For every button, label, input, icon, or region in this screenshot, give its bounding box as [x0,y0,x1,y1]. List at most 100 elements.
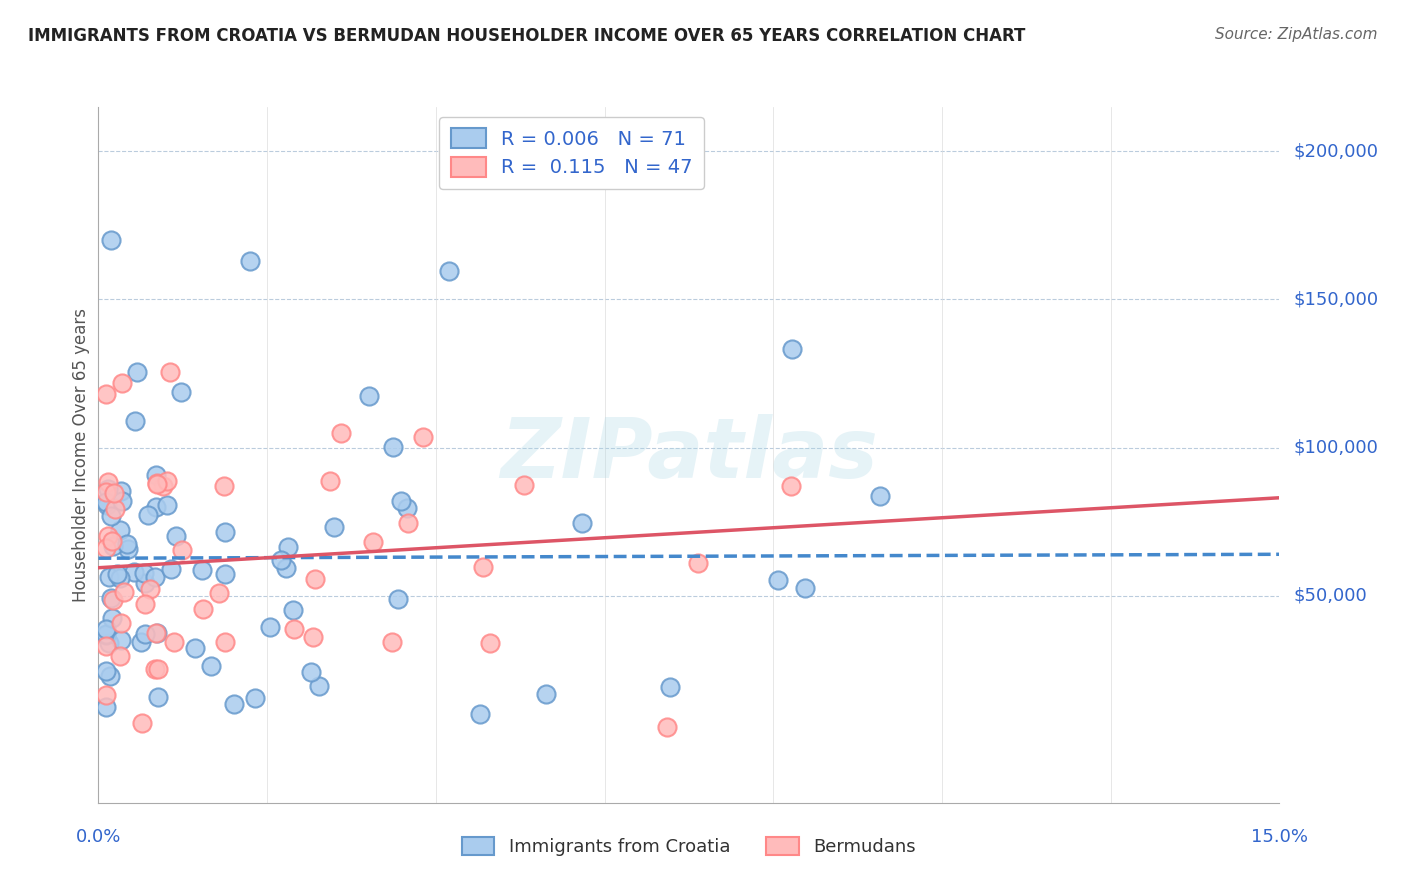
Point [124,414,146,428]
Point [165,529,187,543]
Point [184,640,207,655]
Point [208,586,231,600]
Point [148,662,170,676]
Point [143,570,166,584]
Point [163,635,186,649]
Point [97,482,120,496]
Legend: Immigrants from Croatia, Bermudans: Immigrants from Croatia, Bermudans [454,830,924,863]
Point [387,591,409,606]
Text: IMMIGRANTS FROM CROATIA VS BERMUDAN HOUSEHOLDER INCOME OVER 65 YEARS CORRELATION: IMMIGRANTS FROM CROATIA VS BERMUDAN HOUS… [28,27,1025,45]
Text: $150,000: $150,000 [1294,291,1378,309]
Point [359,389,381,403]
Point [96,627,118,641]
Point [97,529,120,543]
Point [110,633,132,648]
Point [200,659,222,673]
Point [115,536,138,550]
Point [302,630,325,644]
Point [319,474,342,488]
Point [145,625,167,640]
Point [96,665,118,679]
Point [270,553,292,567]
Point [277,540,299,554]
Point [472,559,495,574]
Text: $50,000: $50,000 [1294,587,1367,605]
Point [281,602,304,616]
Point [381,440,404,454]
Text: ZIPatlas: ZIPatlas [501,415,877,495]
Point [100,509,122,524]
Point [152,479,174,493]
Point [96,387,118,401]
Text: $100,000: $100,000 [1294,439,1378,457]
Point [396,500,419,515]
Point [222,697,245,711]
Point [145,500,167,514]
Point [98,669,121,683]
Point [274,561,297,575]
Point [98,635,121,649]
Point [170,543,193,558]
Point [103,485,125,500]
Point [131,716,153,731]
Point [112,585,135,599]
Point [323,519,346,533]
Point [98,570,121,584]
Point [111,376,134,390]
Point [239,253,262,268]
Point [686,556,709,570]
Point [131,635,153,649]
Point [104,501,127,516]
Point [110,484,132,499]
Point [96,495,118,509]
Point [145,476,167,491]
Point [361,535,384,549]
Point [111,494,134,508]
Text: 15.0%: 15.0% [1251,828,1308,846]
Point [108,649,131,664]
Point [396,516,419,530]
Text: $200,000: $200,000 [1294,143,1378,161]
Point [212,479,235,493]
Point [381,635,404,649]
Point [780,479,803,493]
Point [468,706,491,721]
Point [145,468,167,483]
Point [793,581,815,595]
Point [391,493,413,508]
Text: Source: ZipAtlas.com: Source: ZipAtlas.com [1215,27,1378,42]
Point [412,430,434,444]
Point [96,639,118,653]
Point [191,563,214,577]
Point [132,566,155,580]
Point [156,498,179,512]
Point [100,233,122,247]
Point [437,264,460,278]
Point [105,567,128,582]
Point [160,562,183,576]
Point [108,571,131,585]
Point [214,567,236,582]
Point [329,425,352,440]
Point [110,615,132,630]
Point [657,720,679,734]
Point [100,591,122,606]
Point [96,700,118,714]
Point [243,691,266,706]
Point [170,385,193,400]
Point [139,582,162,596]
Y-axis label: Householder Income Over 65 years: Householder Income Over 65 years [72,308,90,602]
Point [96,628,118,642]
Point [146,625,169,640]
Point [101,611,124,625]
Point [103,593,125,607]
Point [782,342,804,356]
Point [156,474,179,488]
Point [146,476,169,491]
Point [259,620,281,634]
Point [214,635,236,649]
Point [283,622,305,636]
Point [308,679,330,693]
Point [658,680,681,694]
Point [869,489,891,503]
